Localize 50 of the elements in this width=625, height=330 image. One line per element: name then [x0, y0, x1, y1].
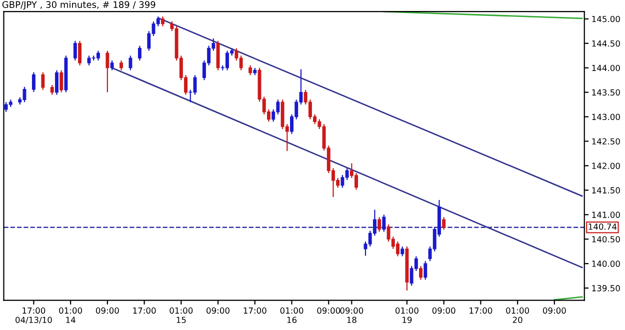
y-tick-label: 144.50 [592, 40, 620, 47]
candlestick [78, 40, 82, 66]
y-tick-label: 142.50 [592, 138, 620, 145]
candlestick [138, 45, 142, 62]
candlestick [442, 216, 446, 230]
candlestick [60, 70, 64, 93]
x-tick-label: 09:00 [317, 307, 340, 314]
x-tick-label: 01:00 15 [170, 307, 193, 324]
x-tick-label: 09:00 [542, 307, 566, 314]
candlestick [419, 265, 423, 280]
chart-title: GBP/JPY , 30 minutes, # 189 / 399 [2, 0, 156, 10]
candlestick [128, 55, 132, 71]
x-tick-label: 17:00 04/13/10 [16, 307, 52, 324]
y-tick-label: 145.00 [592, 16, 620, 22]
x-tick-label: 09:00 [432, 307, 456, 314]
candlestick [248, 64, 252, 76]
y-tick-label: 143.00 [592, 114, 620, 120]
candlestick [32, 72, 36, 92]
candlestick [424, 260, 428, 280]
candlestick [110, 60, 114, 71]
x-tick-label: 01:00 20 [506, 307, 530, 324]
x-tick-label: 17:00 [133, 307, 156, 314]
x-tick-label: 17:00 [244, 307, 266, 314]
candlestick [50, 84, 54, 96]
candlestick [378, 216, 382, 232]
x-tick-label: 01:00 19 [396, 307, 418, 324]
y-tick-label: 139.50 [592, 285, 620, 292]
x-tick-label: 17:00 [470, 307, 492, 314]
candlestick [41, 72, 45, 90]
candlestick [106, 50, 110, 93]
y-tick-label: 143.50 [592, 89, 620, 96]
candlestick [382, 214, 386, 232]
y-tick-label: 140.00 [592, 260, 620, 267]
y-tick-label: 141.00 [592, 212, 620, 218]
x-tick-label: 01:00 14 [59, 307, 82, 323]
candlestick [120, 60, 123, 71]
candlestick [400, 246, 404, 257]
x-tick-label: 09:00 [96, 307, 119, 314]
x-tick-label: 09:00 [206, 307, 230, 314]
candlestick [55, 70, 58, 96]
candlestick [96, 50, 100, 62]
y-tick-label: 142.00 [592, 162, 620, 169]
ref-line-label: 140.74 [588, 223, 617, 230]
y-tick-label: 144.00 [592, 64, 620, 72]
candlestick [73, 40, 77, 62]
y-tick-label: 141.50 [592, 187, 620, 194]
x-tick-label: 01:00 16 [280, 307, 304, 324]
x-tick-label: 09:00 18 [340, 307, 364, 324]
y-tick-label: 140.50 [592, 236, 620, 242]
candlestick [161, 16, 164, 27]
